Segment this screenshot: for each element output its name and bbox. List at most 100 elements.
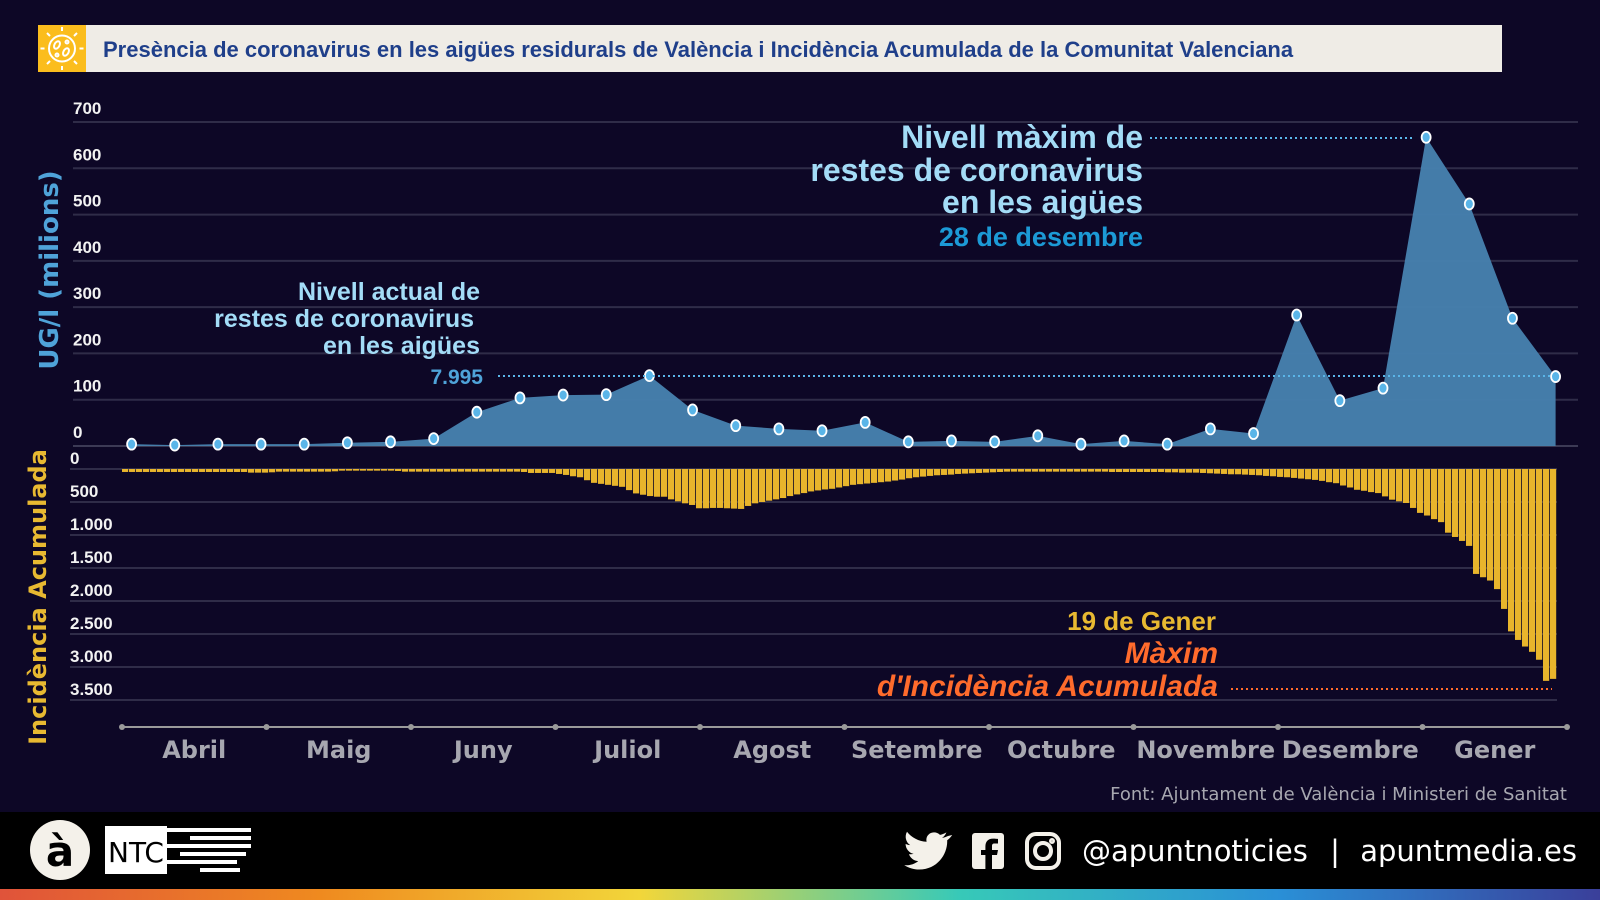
incidence-bar <box>710 469 717 508</box>
current-level-annotation: Nivell actual de restes de coronavirus e… <box>214 278 1553 389</box>
x-axis-tick <box>263 724 270 730</box>
footer-separator: | <box>1330 834 1340 868</box>
incidence-bar <box>1291 469 1298 478</box>
data-point <box>212 437 224 451</box>
incidence-bar <box>1109 469 1116 472</box>
incidence-bar <box>332 469 339 472</box>
upper-y-tick-label: 300 <box>73 284 101 303</box>
incidence-bar <box>1382 469 1389 497</box>
x-axis-tick <box>1130 724 1137 730</box>
lower-y-tick-label: 2.500 <box>70 614 113 633</box>
incidence-bar <box>479 469 486 472</box>
upper-y-tick-label: 400 <box>73 238 101 257</box>
incidence-bar <box>584 469 591 481</box>
incidence-bar <box>150 469 157 472</box>
month-label: Gener <box>1454 736 1535 764</box>
source-note: Font: Ajuntament de València i Ministeri… <box>1110 784 1567 805</box>
incidence-bar <box>1151 469 1158 472</box>
apunt-logo[interactable]: à <box>30 820 90 880</box>
incidence-bar <box>1046 469 1053 472</box>
incidence-bar <box>899 469 906 480</box>
upper-y-axis-label: UG/l (milions) <box>35 170 65 369</box>
social-handle[interactable]: @apuntnoticies <box>1082 834 1308 868</box>
incidence-bar <box>1221 469 1228 474</box>
incidence-bar <box>766 469 773 501</box>
incidence-bar <box>794 469 801 495</box>
incidence-bar <box>129 469 136 472</box>
incidence-bar <box>143 469 150 472</box>
incidence-bar <box>535 469 542 473</box>
instagram-icon[interactable] <box>1025 832 1061 870</box>
incidence-bar <box>458 469 465 472</box>
lower-y-tick-label: 1.500 <box>70 548 113 567</box>
incidence-bar <box>1424 469 1431 516</box>
ntc-logo-text: NTC <box>108 836 164 869</box>
incidence-bar <box>990 469 997 473</box>
month-label: Maig <box>306 736 371 764</box>
data-point <box>471 405 483 419</box>
data-point <box>902 435 914 449</box>
incidence-bar <box>1116 469 1123 472</box>
incidence-bar <box>290 469 297 472</box>
incidence-bar <box>927 469 934 476</box>
incidence-bar <box>381 469 388 471</box>
x-axis-tick <box>552 724 559 730</box>
incidence-bar <box>619 469 626 487</box>
incidence-bar <box>563 469 570 475</box>
max-annotation-line-2: restes de coronavirus <box>810 152 1143 188</box>
facebook-icon[interactable] <box>972 833 1004 870</box>
apunt-logo-circle <box>30 820 90 880</box>
incidence-bar <box>395 469 402 471</box>
incidence-bar <box>1158 469 1165 472</box>
incidence-bar <box>1431 469 1438 520</box>
data-point <box>730 419 742 433</box>
data-point <box>341 436 353 450</box>
incidence-bar <box>1298 469 1305 479</box>
incidence-bar <box>409 469 416 472</box>
incidence-bar <box>192 469 199 472</box>
incidence-bar <box>1284 469 1291 478</box>
incidence-bar <box>339 469 346 471</box>
incidence-bar <box>1081 469 1088 472</box>
incidence-bar <box>955 469 962 474</box>
incidence-bar <box>255 469 262 473</box>
lower-y-tick-label: 2.000 <box>70 581 113 600</box>
data-point <box>255 437 267 451</box>
incidence-bar <box>1361 469 1368 491</box>
incidence-bar <box>276 469 283 472</box>
data-point <box>1420 130 1432 144</box>
incidence-bar <box>514 469 521 472</box>
incidence-bar <box>283 469 290 472</box>
incidence-bar <box>773 469 780 500</box>
incidence-bar <box>1487 469 1494 581</box>
incidence-bar <box>1375 469 1382 494</box>
incidence-bar <box>437 469 444 472</box>
incidence-bar <box>1025 469 1032 472</box>
ntc-logo[interactable]: NTC <box>105 826 251 874</box>
incidence-bar <box>206 469 213 472</box>
rainbow-strip <box>0 889 1600 900</box>
lower-y-tick-label: 500 <box>70 482 98 501</box>
current-annotation-line-3: en les aigües <box>323 332 480 360</box>
ntc-logo-stripes <box>167 828 251 872</box>
incidence-bar <box>1032 469 1039 472</box>
incidence-bar <box>311 469 318 472</box>
upper-y-tick-label: 700 <box>73 99 101 118</box>
incidence-bar <box>1466 469 1473 546</box>
incidence-bar <box>1340 469 1347 486</box>
incidence-bar <box>178 469 185 472</box>
incidence-bar <box>542 469 549 473</box>
twitter-icon[interactable] <box>904 831 953 870</box>
incidence-bar <box>1305 469 1312 480</box>
incidence-bar <box>122 469 129 472</box>
website-link[interactable]: apuntmedia.es <box>1360 834 1577 868</box>
incidence-bar <box>1459 469 1466 541</box>
x-axis-tick <box>986 724 992 730</box>
data-point <box>126 437 138 451</box>
incidence-bar <box>626 469 633 491</box>
incidence-bar <box>850 469 857 485</box>
incidence-bar <box>360 469 367 471</box>
incidence-bar <box>1179 469 1186 473</box>
upper-y-tick-label: 0 <box>73 423 82 442</box>
